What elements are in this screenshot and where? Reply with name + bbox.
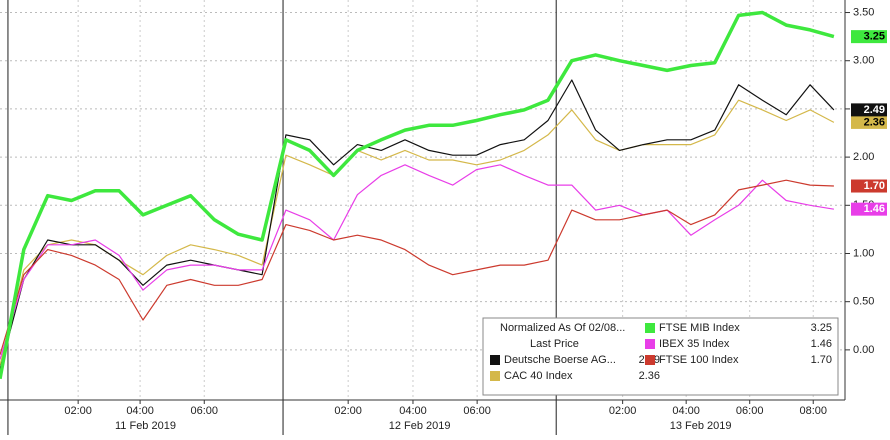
last-price-label: 2.49 [864,104,885,116]
last-price-badge [851,103,887,117]
last-price-badge [851,30,887,44]
series-line [0,164,834,360]
legend-label: FTSE 100 Index [659,354,739,366]
y-tick-label: 2.00 [853,151,874,163]
series-line [0,99,835,366]
legend-swatch [490,371,500,381]
legend-value: 1.70 [811,354,832,366]
legend-label: FTSE MIB Index [659,322,740,334]
legend-swatch [645,355,655,365]
legend-value: 1.46 [811,338,832,350]
legend-value: 2.36 [639,370,660,382]
y-tick-label: 1.00 [853,247,874,259]
last-price-badge [851,202,887,216]
y-tick-label: 0.50 [853,296,874,308]
last-price-label: 2.36 [864,116,885,128]
x-tick-label: 04:00 [672,405,700,417]
x-tick-label: 06:00 [190,405,218,417]
x-tick-label: 08:00 [799,405,827,417]
legend-swatch [645,323,655,333]
series-line [0,10,835,380]
legend-label: Deutsche Boerse AG... [504,354,616,366]
day-label: 13 Feb 2019 [670,420,732,432]
legend-swatch [490,355,500,365]
day-label: 11 Feb 2019 [115,420,176,432]
day-label: 12 Feb 2019 [389,420,451,432]
x-tick-label: 04:00 [399,405,427,417]
y-tick-label: 0.00 [853,344,874,356]
legend-label: CAC 40 Index [504,370,573,382]
last-price-label: 1.46 [864,203,885,215]
series-line [0,179,834,355]
last-price-badge [851,115,887,129]
last-price-label: 3.25 [864,31,885,43]
y-tick-label: 3.00 [853,55,874,67]
x-tick-label: 04:00 [126,405,154,417]
series-line [0,79,835,370]
x-tick-label: 02:00 [334,405,362,417]
x-tick-label: 02:00 [609,405,637,417]
x-tick-label: 06:00 [736,405,764,417]
last-price-label: 1.70 [864,180,885,192]
legend-label: IBEX 35 Index [659,338,730,350]
legend-value: 3.25 [811,322,832,334]
last-price-badge [851,179,887,193]
legend-swatch [645,339,655,349]
y-tick-label: 3.50 [853,6,874,18]
x-tick-label: 06:00 [463,405,491,417]
x-tick-label: 02:00 [64,405,92,417]
legend-box [482,317,839,396]
legend-subtitle: Last Price [530,338,579,350]
legend-title: Normalized As Of 02/08... [500,322,625,334]
